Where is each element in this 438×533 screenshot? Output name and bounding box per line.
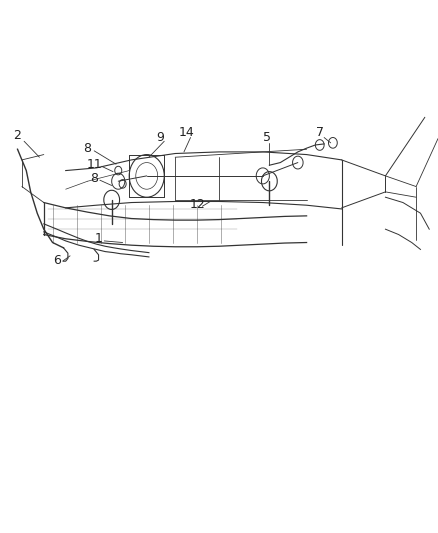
Text: 12: 12 bbox=[189, 198, 205, 211]
Text: 1: 1 bbox=[95, 232, 102, 245]
Text: 8: 8 bbox=[90, 172, 98, 185]
Text: 5: 5 bbox=[263, 131, 271, 144]
Text: 7: 7 bbox=[316, 126, 324, 139]
Text: 6: 6 bbox=[53, 254, 61, 266]
Text: 9: 9 bbox=[156, 131, 164, 144]
Text: 2: 2 bbox=[14, 130, 21, 142]
Text: 14: 14 bbox=[178, 126, 194, 139]
Text: 8: 8 bbox=[84, 142, 92, 155]
Text: 11: 11 bbox=[86, 158, 102, 171]
